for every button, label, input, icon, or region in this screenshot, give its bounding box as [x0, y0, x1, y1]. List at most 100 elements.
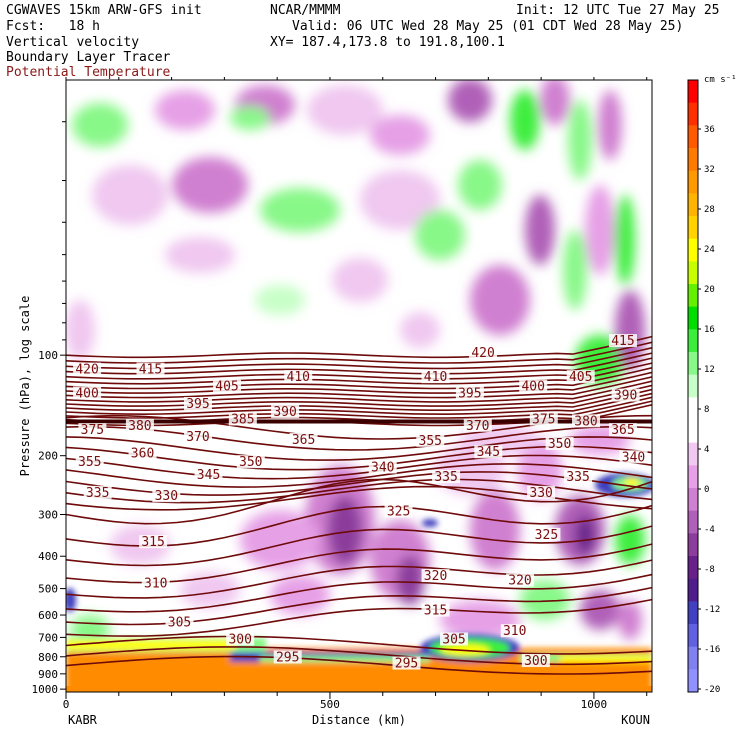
theta-contour: [66, 388, 652, 412]
colorbar-label: 24: [704, 245, 715, 255]
theta-label-bg: [564, 470, 593, 484]
model-title: CGWAVES 15km ARW-GFS init: [6, 3, 202, 18]
theta-label: 365: [611, 423, 634, 438]
forecast-hour: Fcst: 18 h: [6, 19, 100, 34]
colorbar-swatch: [688, 646, 698, 670]
colorbar-label: 4: [704, 445, 709, 455]
theta-label-bg: [289, 433, 318, 447]
theta-label-bg: [213, 379, 242, 393]
theta-contour: [66, 384, 652, 407]
colorbar-swatch: [688, 352, 698, 376]
colorbar-unit: cm s⁻¹: [704, 75, 737, 85]
colorbar-swatch: [688, 284, 698, 308]
theta-label-bg: [608, 423, 637, 437]
theta-contour: [66, 357, 652, 380]
colorbar-swatch: [688, 510, 698, 534]
colorbar-swatch: [688, 216, 698, 240]
theta-label: 420: [75, 363, 98, 378]
theta-label: 360: [131, 447, 154, 462]
theta-label-bg: [183, 397, 212, 411]
theta-label-bg: [619, 450, 648, 464]
theta-label-bg: [440, 632, 469, 646]
theta-label: 330: [529, 486, 552, 501]
colorbar-label: -20: [704, 685, 720, 695]
colorbar-swatch: [688, 170, 698, 194]
colorbar-swatch: [688, 578, 698, 602]
theta-label-bg: [368, 460, 397, 474]
colorbar-swatch: [688, 624, 698, 648]
colorbar-label: 8: [704, 405, 709, 415]
theta-label: 345: [477, 445, 500, 460]
theta-label: 390: [614, 389, 637, 404]
theta-label: 310: [144, 577, 167, 592]
theta-label-bg: [136, 362, 165, 376]
theta-label-bg: [500, 624, 529, 638]
theta-label: 390: [273, 405, 296, 420]
theta-label: 405: [215, 380, 238, 395]
theta-label-bg: [521, 653, 550, 667]
colorbar-swatch: [688, 397, 698, 421]
theta-label-bg: [463, 418, 492, 432]
theta-label-bg: [611, 388, 640, 402]
cross-section-coords: XY= 187.4,173.8 to 191.8,100.1: [270, 35, 505, 50]
theta-label-bg: [392, 656, 421, 670]
theta-label: 380: [574, 414, 597, 429]
theta-label-bg: [469, 346, 498, 360]
theta-label-bg: [421, 370, 450, 384]
field-potential-temperature: Potential Temperature: [6, 65, 171, 80]
colorbar-swatch: [688, 556, 698, 580]
theta-label-bg: [506, 573, 535, 587]
field-vertical-velocity: Vertical velocity: [6, 35, 140, 50]
theta-label-bg: [572, 414, 601, 428]
colorbar-swatch: [688, 669, 698, 693]
colorbar-label: 32: [704, 165, 715, 175]
theta-label: 310: [503, 624, 526, 639]
theta-contour: [66, 655, 652, 675]
colorbar-swatch: [688, 601, 698, 625]
theta-label: 325: [535, 528, 558, 543]
y-tick-label: 400: [38, 550, 58, 563]
field-boundary-layer-tracer: Boundary Layer Tracer: [6, 50, 171, 65]
y-tick-label: 500: [38, 583, 58, 596]
theta-label-bg: [139, 535, 168, 549]
colorbar-label: 0: [704, 485, 709, 495]
theta-label: 345: [197, 468, 220, 483]
theta-label: 300: [524, 654, 547, 669]
theta-label: 395: [186, 397, 209, 412]
theta-contour: [66, 598, 652, 637]
theta-contour: [66, 380, 652, 403]
org-label: NCAR/MMMM: [270, 3, 341, 18]
theta-label-bg: [73, 362, 102, 376]
theta-label: 370: [466, 419, 489, 434]
colorbar-label: 36: [704, 125, 715, 135]
right-station-label: KOUN: [621, 713, 650, 727]
theta-label: 295: [395, 657, 418, 672]
theta-contour: [66, 376, 652, 399]
theta-label-bg: [566, 370, 595, 384]
colorbar-swatch: [688, 533, 698, 557]
colorbar-swatch: [688, 102, 698, 126]
theta-label-bg: [152, 489, 181, 503]
theta-contour: [66, 367, 652, 390]
theta-label: 355: [419, 434, 442, 449]
theta-label: 370: [186, 430, 209, 445]
theta-label-bg: [474, 445, 503, 459]
pressure-axis: 100 200 300 400 500 600 700 800 900 1000: [32, 121, 66, 696]
colorbar-swatch: [688, 193, 698, 217]
colorbar-swatch: [688, 261, 698, 285]
y-tick-label: 600: [38, 609, 58, 622]
colorbar-label: 12: [704, 365, 715, 375]
x-tick-label: 0: [63, 698, 70, 711]
theta-label-bg: [545, 436, 574, 450]
y-tick-label: 800: [38, 651, 58, 664]
colorbar-label: -8: [704, 565, 715, 575]
theta-label-bg: [194, 468, 223, 482]
theta-label: 340: [622, 450, 645, 465]
colorbar-label: 28: [704, 205, 715, 215]
valid-time: Valid: 06 UTC Wed 28 May 25 (01 CDT Wed …: [292, 19, 684, 34]
theta-label-bg: [271, 404, 300, 418]
y-axis-title: Pressure (hPa), log scale: [18, 296, 32, 477]
colorbar-label: -12: [704, 605, 720, 615]
theta-label: 305: [442, 632, 465, 647]
theta-label-bg: [78, 423, 107, 437]
